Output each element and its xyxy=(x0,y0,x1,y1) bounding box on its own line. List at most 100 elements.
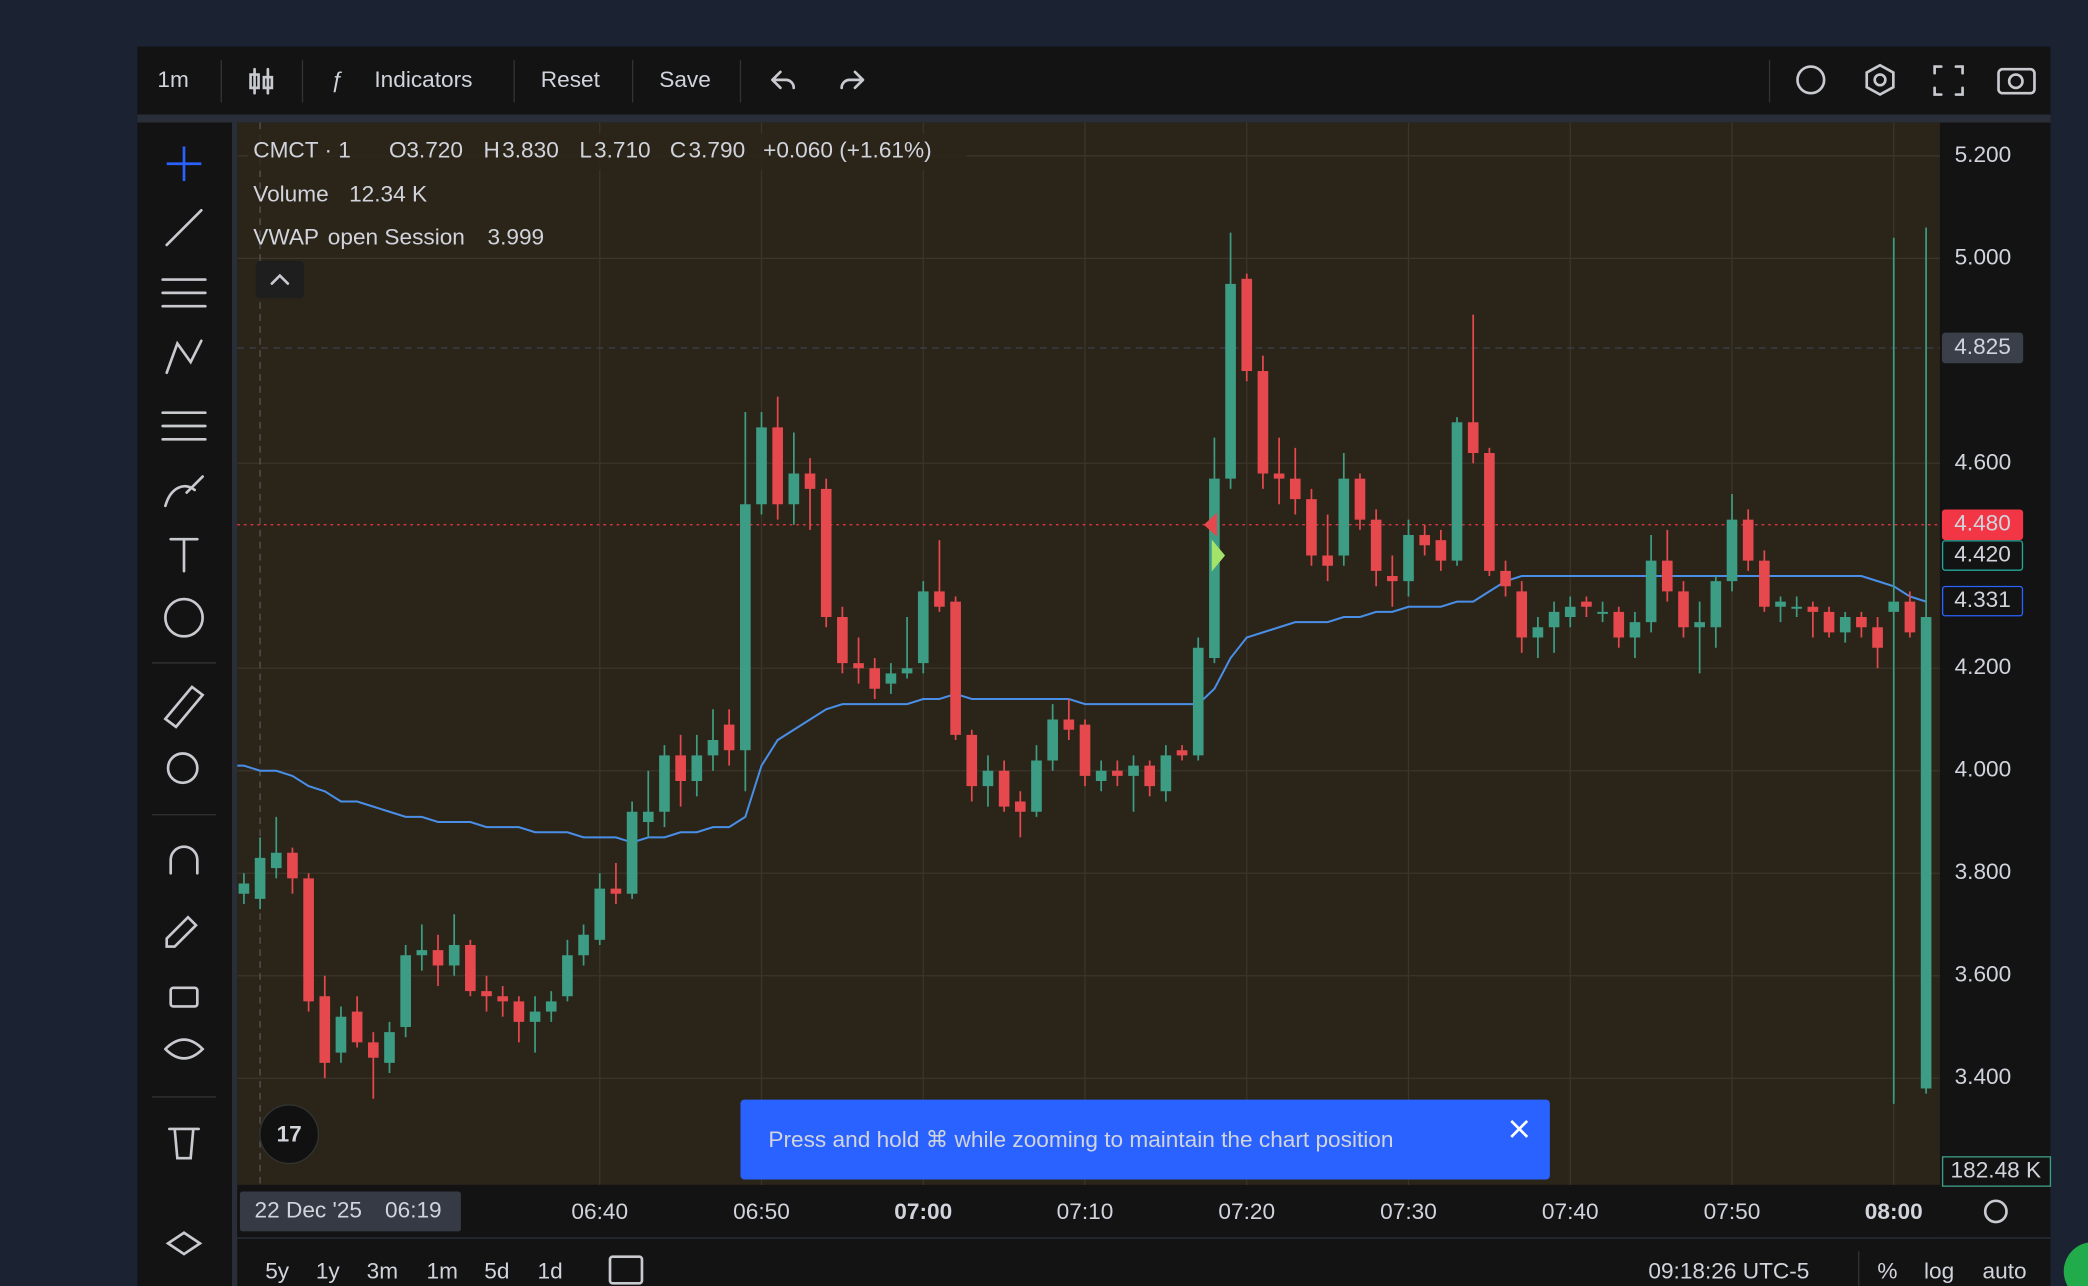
candle-body xyxy=(303,878,314,1002)
delete-tool[interactable] xyxy=(168,1127,200,1160)
close-value: 3.790 xyxy=(689,138,746,163)
candle-body xyxy=(740,504,751,751)
magnet-tool[interactable] xyxy=(169,845,199,875)
zoom-tool[interactable] xyxy=(166,752,199,785)
axis-settings[interactable] xyxy=(1983,1199,2008,1224)
buy-marker xyxy=(1211,539,1226,572)
collapse-button[interactable] xyxy=(255,260,304,299)
trendline-tool[interactable] xyxy=(165,209,203,247)
candle-body xyxy=(1241,278,1253,372)
y-tick-label: 5.000 xyxy=(1955,244,2012,269)
range-button[interactable]: 5d xyxy=(484,1259,509,1284)
emoji-tool[interactable] xyxy=(164,597,204,638)
candle-body xyxy=(270,852,282,869)
price-marker xyxy=(1941,540,2024,571)
lock-draw-tool[interactable] xyxy=(165,915,198,948)
crosshair-time: 06:19 xyxy=(385,1197,442,1222)
candle-body xyxy=(1273,473,1285,479)
pattern-tool[interactable] xyxy=(165,339,203,375)
reset-button[interactable]: Reset xyxy=(541,67,601,92)
candle-body xyxy=(772,427,784,505)
price-marker xyxy=(1941,332,2024,364)
settings-button[interactable] xyxy=(1865,63,1895,97)
y-tick-label: 4.600 xyxy=(1955,449,2012,474)
candle-body xyxy=(1209,478,1220,659)
collapse-chevron xyxy=(270,273,290,285)
text-tool[interactable] xyxy=(169,537,199,573)
candle-body xyxy=(1548,611,1560,628)
crosshair-tool[interactable] xyxy=(166,146,202,182)
log-toggle[interactable]: log xyxy=(1924,1259,1954,1284)
time-axis xyxy=(237,1188,1940,1237)
range-button[interactable]: 1d xyxy=(538,1259,563,1284)
brush-tool[interactable] xyxy=(164,475,204,508)
chart-type-icon[interactable] xyxy=(249,67,274,95)
visibility-tool[interactable] xyxy=(164,1038,205,1060)
candle-body xyxy=(626,811,638,894)
candle-body xyxy=(1257,371,1269,474)
interval-button[interactable]: 1m xyxy=(157,67,188,92)
fx-icon: ƒ xyxy=(330,67,343,92)
candle-body xyxy=(1839,617,1851,633)
candle-body xyxy=(1192,647,1204,756)
candle-body xyxy=(659,755,670,812)
low-label: L xyxy=(579,138,592,163)
layers-tool[interactable] xyxy=(165,1231,203,1256)
vwap-params: open Session xyxy=(328,224,465,249)
candle-body xyxy=(384,1032,395,1063)
x-tick-label: 07:10 xyxy=(1057,1199,1114,1224)
candle-body xyxy=(950,601,961,735)
candle-body xyxy=(642,811,654,822)
candle-body xyxy=(1661,560,1673,592)
price-marker-label: 4.825 xyxy=(1954,334,2011,359)
snapshot-button[interactable] xyxy=(1997,67,2036,95)
projection-tool[interactable] xyxy=(161,411,207,441)
price-marker-label: 4.331 xyxy=(1954,587,2011,612)
range-button[interactable]: 1y xyxy=(316,1259,341,1284)
range-button[interactable]: 1m xyxy=(427,1259,458,1284)
range-button[interactable]: 5y xyxy=(265,1259,290,1284)
candle-body xyxy=(594,888,606,940)
toast-close[interactable] xyxy=(1510,1119,1529,1138)
candle-body xyxy=(1128,765,1139,776)
undo-button[interactable] xyxy=(771,70,796,90)
toolbar-separator xyxy=(137,114,2051,123)
fib-tool[interactable] xyxy=(161,278,207,308)
alert-button[interactable] xyxy=(1796,65,1826,95)
lock-tool[interactable] xyxy=(169,986,199,1008)
indicators-button[interactable]: Indicators xyxy=(374,67,472,92)
save-button[interactable]: Save xyxy=(659,67,711,92)
crosshair-time-bg xyxy=(239,1191,461,1232)
auto-toggle[interactable]: auto xyxy=(1983,1259,2027,1284)
candle-body xyxy=(1581,601,1592,607)
candle-body xyxy=(432,950,444,966)
candle-body xyxy=(1742,519,1754,561)
vwap-value: 3.999 xyxy=(488,224,545,249)
candle-body xyxy=(1014,801,1026,812)
candle-body xyxy=(254,857,266,899)
y-tick-label: 3.600 xyxy=(1955,962,2012,987)
ruler-tool[interactable] xyxy=(163,685,205,729)
redo-button[interactable] xyxy=(840,70,865,90)
candle-body xyxy=(1645,560,1657,623)
fullscreen-button[interactable] xyxy=(1933,65,1964,96)
candle-body xyxy=(578,934,589,956)
candle-body xyxy=(1597,611,1608,614)
range-button[interactable]: 3m xyxy=(367,1259,398,1284)
legend-bg xyxy=(247,133,967,171)
date-range-button[interactable] xyxy=(608,1255,644,1285)
candle-body xyxy=(481,991,492,997)
candle-body xyxy=(1306,499,1317,556)
candle-body xyxy=(610,888,622,894)
price-marker-label: 4.420 xyxy=(1954,541,2011,566)
vwap-label: VWAP xyxy=(253,224,319,249)
candle-body xyxy=(1791,606,1803,609)
volume-marker-label: 182.48 K xyxy=(1951,1157,2042,1182)
candle-body xyxy=(335,1016,347,1053)
candle-body xyxy=(238,883,250,894)
x-tick-label: 07:00 xyxy=(894,1199,952,1224)
candle-body xyxy=(1144,765,1156,787)
volume-marker xyxy=(1941,1156,2052,1187)
candle-body xyxy=(982,770,994,787)
percent-toggle[interactable]: % xyxy=(1877,1259,1897,1284)
